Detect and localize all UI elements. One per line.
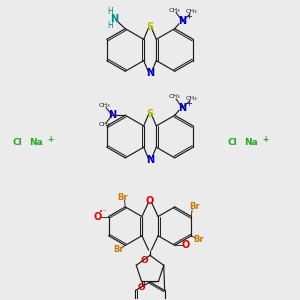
Text: +: + bbox=[47, 135, 53, 144]
Text: N: N bbox=[108, 110, 116, 120]
Text: S: S bbox=[146, 22, 154, 32]
Text: +: + bbox=[262, 135, 268, 144]
Text: O: O bbox=[138, 283, 146, 292]
Text: H: H bbox=[107, 7, 113, 16]
Text: N: N bbox=[178, 16, 186, 26]
Text: CH₃: CH₃ bbox=[169, 94, 181, 99]
Text: O: O bbox=[182, 240, 190, 250]
Text: •⁻: •⁻ bbox=[99, 209, 106, 215]
Text: O: O bbox=[146, 196, 154, 206]
Text: N: N bbox=[110, 14, 118, 24]
Text: +: + bbox=[185, 13, 192, 22]
Text: N: N bbox=[146, 154, 154, 165]
Text: CH₃: CH₃ bbox=[99, 122, 110, 128]
Text: Na: Na bbox=[29, 138, 43, 147]
Text: CH₃: CH₃ bbox=[169, 8, 181, 13]
Text: CH₃: CH₃ bbox=[185, 96, 197, 100]
Text: Cl: Cl bbox=[13, 138, 22, 147]
Text: N: N bbox=[146, 68, 154, 78]
Text: H: H bbox=[107, 21, 113, 30]
Text: Br: Br bbox=[193, 236, 204, 244]
Text: CH₃: CH₃ bbox=[185, 9, 197, 14]
Text: +: + bbox=[185, 99, 192, 108]
Text: O: O bbox=[94, 212, 102, 221]
Text: CH₃: CH₃ bbox=[99, 103, 110, 108]
Text: S: S bbox=[146, 109, 154, 118]
Text: Br: Br bbox=[189, 202, 200, 211]
Text: Na: Na bbox=[244, 138, 258, 147]
Text: N: N bbox=[178, 103, 186, 113]
Text: ⁻: ⁻ bbox=[179, 237, 183, 246]
Text: Br: Br bbox=[117, 193, 128, 202]
Text: Br: Br bbox=[113, 245, 124, 254]
Text: O: O bbox=[141, 256, 148, 265]
Text: Cl: Cl bbox=[228, 138, 237, 147]
